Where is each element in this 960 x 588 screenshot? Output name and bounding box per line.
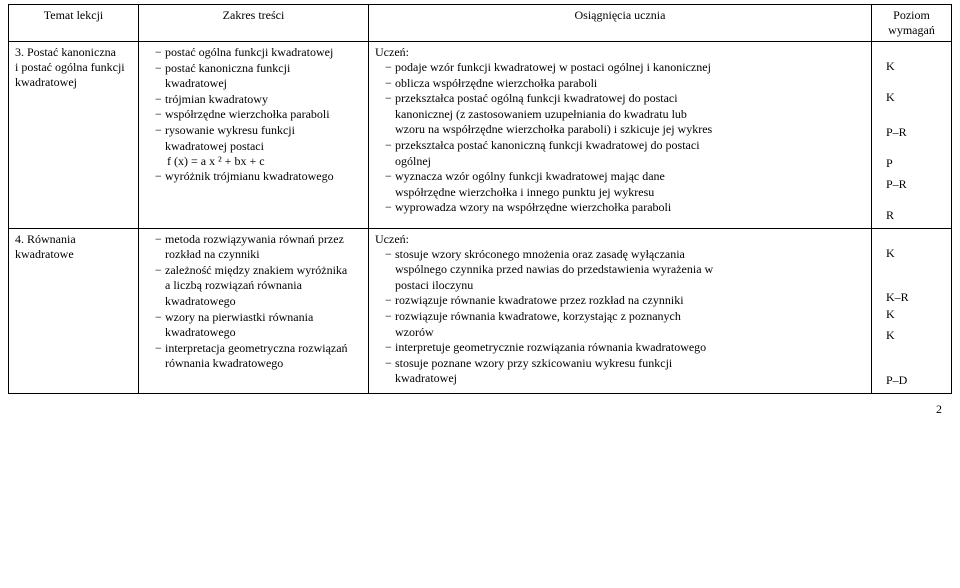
topic-cell: 4. Równania kwadratowe [9, 228, 139, 393]
curriculum-table: Temat lekcji Zakres treści Osiągnięcia u… [8, 4, 952, 394]
header-level: Poziom wymagań [872, 5, 952, 42]
header-achievements: Osiągnięcia ucznia [369, 5, 872, 42]
student-label: Uczeń: [375, 45, 865, 60]
level-cell: K K P–R P P–R R [872, 42, 952, 229]
page-number: 2 [8, 394, 952, 417]
header-topic: Temat lekcji [9, 5, 139, 42]
topic-cell: 3. Postać kanoniczna i postać ogólna fun… [9, 42, 139, 229]
scope-cell: metoda rozwiązywania równań przez rozkła… [139, 228, 369, 393]
header-row: Temat lekcji Zakres treści Osiągnięcia u… [9, 5, 952, 42]
table-row: 4. Równania kwadratowe metoda rozwiązywa… [9, 228, 952, 393]
header-scope: Zakres treści [139, 5, 369, 42]
formula-text: f (x) = a x ² + bx + c [145, 154, 362, 169]
level-cell: K K–R K K P–D [872, 228, 952, 393]
achievements-cell: Uczeń: podaje wzór funkcji kwadratowej w… [369, 42, 872, 229]
achievements-cell: Uczeń: stosuje wzory skróconego mnożenia… [369, 228, 872, 393]
scope-cell: postać ogólna funkcji kwadratowej postać… [139, 42, 369, 229]
table-row: 3. Postać kanoniczna i postać ogólna fun… [9, 42, 952, 229]
student-label: Uczeń: [375, 232, 865, 247]
